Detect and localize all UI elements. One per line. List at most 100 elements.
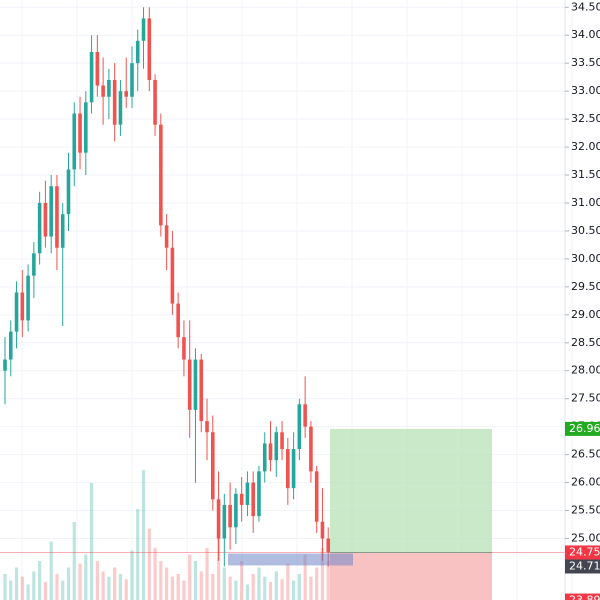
volume-bar bbox=[153, 548, 157, 600]
y-tick-label: 28.00 bbox=[571, 364, 600, 377]
volume-bar bbox=[326, 561, 330, 600]
candle-body bbox=[89, 52, 94, 103]
volume-bar bbox=[193, 561, 198, 600]
y-tick-label: 28.50 bbox=[571, 336, 600, 349]
y-tick-label: 32.00 bbox=[571, 140, 600, 153]
volume-bar bbox=[291, 580, 296, 600]
candle-body bbox=[262, 443, 267, 472]
volume-bar bbox=[280, 579, 284, 600]
volume-bar bbox=[257, 567, 261, 600]
y-tick-label: 25.50 bbox=[571, 504, 600, 517]
candle-body bbox=[320, 521, 325, 539]
volume-bar bbox=[297, 574, 301, 600]
price-label: 23.89 bbox=[569, 594, 600, 600]
candle-body bbox=[314, 471, 319, 522]
candle-body bbox=[251, 482, 255, 517]
y-tick-label: 26.50 bbox=[571, 448, 600, 461]
candle-body bbox=[280, 432, 284, 450]
y-tick-label: 33.00 bbox=[571, 84, 600, 97]
volume-bar bbox=[176, 574, 180, 600]
volume-bar bbox=[251, 574, 255, 600]
volume-bar bbox=[188, 554, 192, 600]
volume-bar bbox=[130, 550, 134, 600]
volume-bar bbox=[303, 554, 307, 600]
candle-body bbox=[60, 214, 65, 248]
volume-bar bbox=[136, 509, 140, 600]
candle-body bbox=[193, 359, 198, 410]
volume-bar bbox=[315, 567, 319, 600]
candle-body bbox=[326, 538, 331, 553]
y-tick-label: 33.50 bbox=[571, 56, 600, 69]
candle-body bbox=[199, 359, 204, 422]
volume-bar bbox=[118, 574, 123, 600]
candle-body bbox=[210, 432, 215, 500]
price-label-box bbox=[565, 593, 600, 600]
candle-body bbox=[205, 421, 209, 433]
volume-bar bbox=[216, 528, 221, 600]
price-label-box bbox=[565, 421, 600, 436]
price-label: 26.96 bbox=[569, 422, 600, 435]
y-tick-label: 34.50 bbox=[571, 0, 600, 13]
volume-bar bbox=[72, 522, 76, 600]
candle-body bbox=[112, 79, 117, 125]
volume-bar bbox=[222, 567, 226, 600]
volume-bar bbox=[165, 567, 169, 600]
volume-bar bbox=[61, 580, 65, 600]
range-box bbox=[228, 553, 353, 566]
volume-bar bbox=[245, 584, 250, 600]
volume-bar bbox=[124, 579, 128, 600]
y-tick-label: 31.50 bbox=[571, 168, 600, 181]
candle-body bbox=[72, 113, 77, 170]
volume-bar bbox=[286, 563, 290, 600]
candle-body bbox=[14, 292, 19, 332]
y-tick-label: 27.50 bbox=[571, 392, 600, 405]
volume-bar bbox=[274, 571, 278, 600]
candle-body bbox=[257, 471, 261, 517]
candle-body bbox=[55, 186, 59, 248]
y-tick-label: 30.00 bbox=[571, 252, 600, 265]
volume-bar bbox=[205, 548, 209, 600]
volume-bar bbox=[84, 554, 88, 600]
candle-body bbox=[130, 63, 134, 97]
volume-bar bbox=[66, 567, 71, 600]
candle-body bbox=[124, 91, 129, 97]
candle-body bbox=[135, 40, 140, 64]
candle-body bbox=[32, 253, 36, 276]
y-tick-label: 25.00 bbox=[571, 531, 600, 544]
volume-bar bbox=[228, 576, 232, 600]
y-tick-label: 29.50 bbox=[571, 280, 600, 293]
volume-bar bbox=[309, 576, 313, 600]
candle-body bbox=[101, 85, 105, 97]
y-tick-label: 26.00 bbox=[571, 476, 600, 489]
target-zone bbox=[330, 428, 492, 553]
price-label-box bbox=[565, 545, 600, 560]
y-tick-label: 30.50 bbox=[571, 224, 600, 237]
candle-body bbox=[182, 337, 186, 360]
y-tick-label: 32.50 bbox=[571, 112, 600, 125]
volume-bar bbox=[38, 561, 42, 600]
candle-body bbox=[159, 124, 163, 226]
candle-body bbox=[228, 504, 232, 528]
price-axis: 25.0025.5026.0026.5027.0027.5028.0028.50… bbox=[565, 0, 600, 600]
candle-body bbox=[37, 202, 42, 254]
candle-body bbox=[303, 404, 307, 427]
volume-bar bbox=[43, 581, 48, 600]
y-tick-label: 31.00 bbox=[571, 196, 600, 209]
candle-body bbox=[3, 359, 7, 371]
candle-body bbox=[245, 482, 250, 505]
candle-body bbox=[216, 499, 221, 539]
candle-body bbox=[78, 113, 82, 153]
candle-body bbox=[66, 169, 71, 215]
candle-body bbox=[234, 493, 238, 528]
volume-bar bbox=[141, 470, 146, 600]
candle-body bbox=[153, 79, 157, 125]
y-tick-label: 34.00 bbox=[571, 28, 600, 41]
candle-body bbox=[309, 426, 313, 472]
volume bbox=[3, 470, 330, 600]
volume-bar bbox=[170, 576, 174, 600]
candles bbox=[3, 7, 331, 567]
candle-body bbox=[20, 292, 25, 321]
volume-bar bbox=[101, 571, 105, 600]
